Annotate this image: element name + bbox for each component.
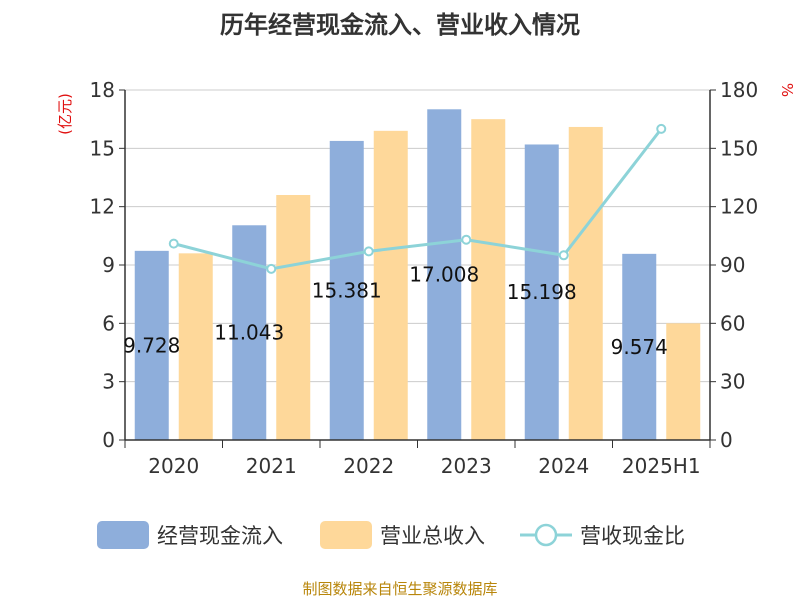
line-point (266, 263, 277, 274)
bar (134, 250, 169, 440)
bar-series (134, 109, 701, 441)
data-label: 17.008 (409, 263, 479, 287)
x-tick-label: 2023 (441, 454, 492, 478)
left-axis-unit: (亿元) (56, 93, 74, 135)
x-tick-label: 2021 (246, 454, 297, 478)
data-labels: 9.728 11.043 15.381 17.008 15.198 9.574 (123, 263, 668, 359)
x-tick-label: 2024 (538, 454, 589, 478)
left-tick-label: 6 (102, 311, 115, 335)
legend-swatch (97, 521, 149, 549)
x-tick-label: 2025H1 (622, 454, 701, 478)
left-tick-label: 3 (102, 370, 115, 394)
bar (568, 126, 603, 440)
bar (524, 144, 559, 440)
bar (276, 195, 311, 440)
chart-title: 历年经营现金流入、营业收入情况 (220, 11, 580, 39)
bar (373, 130, 408, 441)
left-tick-label: 15 (90, 136, 115, 160)
right-tick-label: 120 (720, 195, 758, 219)
line-point (656, 123, 667, 134)
legend-label: 营收现金比 (580, 524, 685, 548)
x-tick-label: 2020 (148, 454, 199, 478)
line-series (168, 123, 667, 274)
legend-label: 经营现金流入 (157, 524, 283, 548)
line-point (168, 238, 179, 249)
right-tick-label: 0 (720, 428, 733, 452)
bar (427, 109, 462, 441)
data-label: 9.574 (611, 335, 668, 359)
data-label: 9.728 (123, 333, 180, 357)
bar (178, 253, 213, 440)
right-tick-label: 30 (720, 370, 745, 394)
left-tick-label: 18 (90, 78, 115, 102)
legend: 经营现金流入 营业总收入 营收现金比 (97, 521, 685, 549)
line-point (363, 246, 374, 257)
bar (329, 140, 364, 441)
legend-swatch (320, 521, 372, 549)
data-label: 15.198 (507, 280, 577, 304)
bar (471, 119, 506, 441)
left-tick-label: 9 (102, 253, 115, 277)
x-tick-label: 2022 (343, 454, 394, 478)
left-tick-label: 0 (102, 428, 115, 452)
right-tick-label: 60 (720, 311, 745, 335)
gridlines (125, 89, 710, 383)
data-label: 11.043 (214, 321, 284, 345)
line-point (558, 250, 569, 261)
data-label: 15.381 (312, 278, 382, 302)
right-tick-label: 150 (720, 136, 758, 160)
legend-label: 营业总收入 (380, 524, 485, 548)
source-note: 制图数据来自恒生聚源数据库 (302, 580, 497, 598)
right-axis-unit: % (778, 83, 796, 97)
bar (666, 323, 701, 440)
bar (622, 253, 657, 440)
ratio-line (173, 127, 663, 271)
right-tick-label: 180 (720, 78, 758, 102)
legend-marker (534, 523, 558, 547)
right-tick-label: 90 (720, 253, 745, 277)
line-point (461, 234, 472, 245)
left-tick-label: 12 (90, 195, 115, 219)
